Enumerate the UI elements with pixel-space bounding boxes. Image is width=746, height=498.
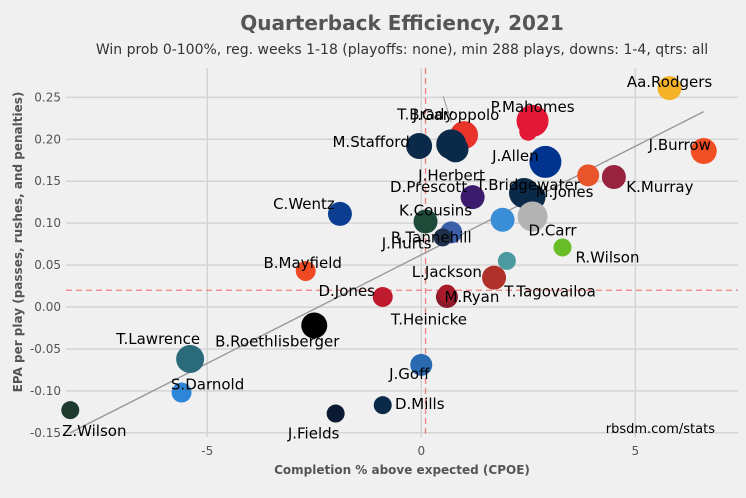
point-label: Z.Wilson xyxy=(62,422,126,440)
data-point xyxy=(601,165,626,190)
data-point xyxy=(410,353,433,376)
point-label: T.Tagovailoa xyxy=(503,283,596,301)
point-label: T.Brady xyxy=(396,105,453,123)
y-axis-label: EPA per play (passes, rushes, and penalt… xyxy=(11,92,25,393)
point-label: J.Fields xyxy=(287,425,340,443)
x-tick-label: 0 xyxy=(417,444,425,458)
label-leader-line xyxy=(442,96,452,123)
point-label: J.Garoppolo xyxy=(412,106,500,124)
point-label: J.Herbert xyxy=(417,166,485,184)
data-point xyxy=(437,284,456,303)
trend-line xyxy=(69,110,705,434)
y-tick-label: 0.10 xyxy=(34,216,61,230)
data-point xyxy=(529,145,562,178)
point-label: R.Tannehill xyxy=(391,228,472,246)
point-label: J.Goff xyxy=(388,365,430,383)
point-label: D.Jones xyxy=(318,282,375,300)
point-label: L.Jackson xyxy=(412,263,482,281)
chart-subtitle: Win prob 0-100%, reg. weeks 1-18 (playof… xyxy=(96,42,708,58)
point-label: J.Hurts xyxy=(381,234,432,252)
y-tick-label: 0.05 xyxy=(34,258,61,272)
data-point xyxy=(519,122,538,141)
point-label: D.Mills xyxy=(395,395,445,413)
data-point xyxy=(577,164,600,187)
point-label: J.Burrow xyxy=(648,136,711,154)
point-label: J.Allen xyxy=(491,147,539,165)
data-point xyxy=(657,76,682,101)
data-point xyxy=(171,382,192,403)
y-tick-label: 0.20 xyxy=(34,132,61,146)
data-point xyxy=(326,404,345,423)
data-point xyxy=(482,265,507,290)
data-point xyxy=(460,185,485,210)
data-point xyxy=(373,396,392,415)
y-tick-label: 0.00 xyxy=(34,300,61,314)
point-label: M.Stafford xyxy=(332,133,409,151)
y-tick-label: 0.25 xyxy=(34,90,61,104)
point-label: Aa.Rodgers xyxy=(627,73,713,91)
data-point xyxy=(553,238,572,257)
data-point xyxy=(327,201,352,226)
data-points xyxy=(61,76,717,423)
point-label: B.Mayfield xyxy=(263,254,341,272)
data-point xyxy=(433,228,452,247)
point-label: P.Mahomes xyxy=(491,98,575,116)
credit-text: rbsdm.com/stats xyxy=(606,422,715,437)
data-point xyxy=(301,312,328,339)
data-point xyxy=(295,260,316,281)
point-label: D.Carr xyxy=(529,221,578,239)
point-label: K.Murray xyxy=(626,178,693,196)
chart-title: Quarterback Efficiency, 2021 xyxy=(240,11,564,35)
data-point xyxy=(61,401,80,420)
data-point xyxy=(176,345,205,374)
data-point xyxy=(517,201,548,232)
data-point xyxy=(413,209,438,234)
point-label: T.Bridgewater xyxy=(475,176,581,194)
x-tick-label: 5 xyxy=(631,444,639,458)
point-label: D.Prescott xyxy=(390,178,467,196)
y-tick-label: -0.15 xyxy=(30,426,61,440)
data-point xyxy=(690,138,717,165)
point-label: B.Roethlisberger xyxy=(215,332,340,350)
y-tick-label: -0.10 xyxy=(30,384,61,398)
reference-lines xyxy=(66,68,738,437)
point-label: K.Cousins xyxy=(399,201,472,219)
data-point xyxy=(406,132,433,159)
x-axis-label: Completion % above expected (CPOE) xyxy=(274,463,530,477)
point-label: T.Lawrence xyxy=(115,330,200,348)
data-point xyxy=(372,286,393,307)
x-tick-label: -5 xyxy=(201,444,213,458)
data-point xyxy=(490,207,515,232)
point-label: C.Wentz xyxy=(273,195,335,213)
point-label: S.Darnold xyxy=(171,376,244,394)
data-point xyxy=(497,251,516,270)
data-point xyxy=(442,136,469,163)
point-label: T.Heinicke xyxy=(390,311,467,329)
y-tick-label: -0.05 xyxy=(30,342,61,356)
y-tick-label: 0.15 xyxy=(34,174,61,188)
point-label: R.Wilson xyxy=(576,248,640,266)
axis-ticks: -0.15 -0.10 -0.05 0.00 0.05 0.10 0.15 0.20 0.25 -… xyxy=(30,90,639,458)
point-label: M.Ryan xyxy=(444,288,499,306)
point-label: M.Jones xyxy=(536,183,594,201)
